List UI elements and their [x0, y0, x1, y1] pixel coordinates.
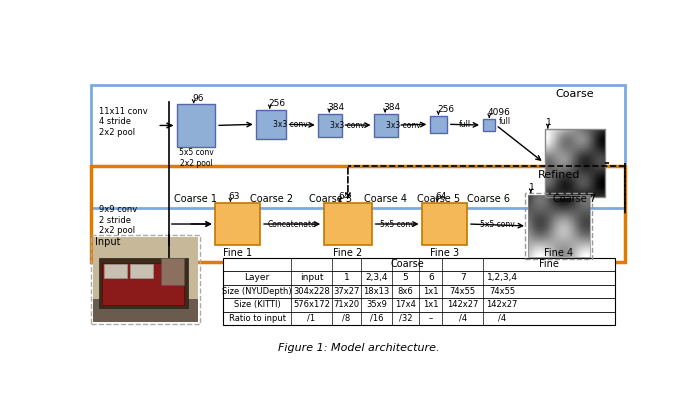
- Text: Coarse 4: Coarse 4: [365, 195, 407, 204]
- Text: Coarse 3: Coarse 3: [309, 195, 351, 204]
- Text: 3x3 conv: 3x3 conv: [330, 120, 365, 129]
- Text: 384: 384: [328, 103, 345, 112]
- Bar: [93, 237, 198, 322]
- Text: 576x172: 576x172: [293, 300, 330, 309]
- Text: 1: 1: [344, 274, 349, 282]
- Text: Coarse 6: Coarse 6: [468, 195, 510, 204]
- Text: 1x1: 1x1: [423, 300, 439, 309]
- Text: 142x27: 142x27: [447, 300, 478, 309]
- Bar: [92, 235, 200, 324]
- Bar: [483, 119, 495, 131]
- Bar: [430, 116, 447, 133]
- Text: 1: 1: [529, 183, 535, 192]
- Text: 256: 256: [437, 105, 454, 114]
- Text: 256: 256: [268, 99, 286, 108]
- Bar: [526, 193, 592, 259]
- Text: 5x5 conv: 5x5 conv: [480, 219, 515, 228]
- Text: 1: 1: [546, 118, 552, 127]
- Bar: [256, 109, 286, 139]
- Text: –: –: [428, 314, 433, 323]
- Text: 1,2,3,4: 1,2,3,4: [486, 274, 517, 282]
- Text: Layer: Layer: [244, 274, 270, 282]
- Text: Figure 1: Model architecture.: Figure 1: Model architecture.: [278, 344, 440, 353]
- Text: /4: /4: [458, 314, 467, 323]
- Text: 384: 384: [384, 103, 400, 112]
- Bar: [130, 264, 153, 278]
- Text: Input: Input: [95, 238, 120, 247]
- Bar: [93, 299, 198, 322]
- Text: 64: 64: [436, 192, 447, 201]
- Text: Fine 3: Fine 3: [430, 248, 459, 258]
- Bar: [422, 203, 468, 245]
- Text: Coarse: Coarse: [556, 89, 594, 99]
- Text: 9x9 conv
2 stride
2x2 pool: 9x9 conv 2 stride 2x2 pool: [99, 205, 137, 235]
- Bar: [324, 203, 372, 245]
- Text: 4096: 4096: [488, 108, 510, 117]
- Text: 7: 7: [460, 274, 466, 282]
- Text: /8: /8: [342, 314, 351, 323]
- Text: 64: 64: [338, 192, 350, 201]
- Text: 18x13: 18x13: [363, 287, 390, 296]
- Text: Size (KITTI): Size (KITTI): [234, 300, 281, 309]
- Text: Fine: Fine: [539, 259, 559, 269]
- Text: /16: /16: [370, 314, 384, 323]
- Text: Fine 2: Fine 2: [333, 248, 363, 258]
- Text: 74x55: 74x55: [449, 287, 476, 296]
- Text: 8x6: 8x6: [398, 287, 414, 296]
- Text: Fine 4: Fine 4: [544, 248, 573, 258]
- Bar: [223, 258, 615, 325]
- Text: 17x4: 17x4: [395, 300, 416, 309]
- Text: 142x27: 142x27: [486, 300, 518, 309]
- Text: Coarse 2: Coarse 2: [250, 195, 293, 204]
- Text: Coarse 5: Coarse 5: [417, 195, 460, 204]
- Text: 5x5 conv: 5x5 conv: [379, 219, 414, 228]
- Text: /32: /32: [399, 314, 412, 323]
- Text: Concatenate: Concatenate: [267, 219, 316, 228]
- Text: 96: 96: [192, 94, 204, 103]
- Text: Refined: Refined: [538, 170, 580, 180]
- Bar: [92, 85, 624, 208]
- Text: 6: 6: [428, 274, 434, 282]
- Text: Coarse: Coarse: [391, 259, 424, 269]
- Bar: [528, 195, 589, 257]
- Text: 71x20: 71x20: [333, 300, 359, 309]
- Bar: [102, 263, 183, 305]
- Text: 74x55: 74x55: [489, 287, 515, 296]
- Bar: [318, 114, 342, 137]
- Bar: [176, 104, 216, 147]
- Bar: [161, 258, 184, 285]
- Text: full: full: [499, 117, 511, 126]
- Text: Ratio to input: Ratio to input: [229, 314, 286, 323]
- Text: 5x5 conv
2x2 pool: 5x5 conv 2x2 pool: [178, 148, 214, 168]
- Text: 1x1: 1x1: [423, 287, 439, 296]
- Bar: [374, 114, 398, 137]
- Bar: [104, 264, 127, 278]
- Text: Size (NYUDepth): Size (NYUDepth): [223, 287, 292, 296]
- Bar: [545, 129, 606, 197]
- Text: 11x11 conv
4 stride
2x2 pool: 11x11 conv 4 stride 2x2 pool: [99, 107, 148, 136]
- Bar: [216, 203, 260, 245]
- Text: full: full: [459, 120, 471, 129]
- Text: input: input: [300, 274, 323, 282]
- Text: 3x3 conv: 3x3 conv: [273, 120, 307, 129]
- Text: Coarse 1: Coarse 1: [174, 195, 218, 204]
- Text: 37x27: 37x27: [333, 287, 360, 296]
- Text: 304x228: 304x228: [293, 287, 330, 296]
- Text: Coarse 7: Coarse 7: [554, 195, 596, 204]
- Text: 5: 5: [402, 274, 409, 282]
- Text: Fine 1: Fine 1: [223, 248, 253, 258]
- Text: 2,3,4: 2,3,4: [365, 274, 388, 282]
- Bar: [99, 258, 188, 309]
- Text: /1: /1: [307, 314, 316, 323]
- Bar: [92, 166, 624, 262]
- Text: 35x9: 35x9: [366, 300, 387, 309]
- Text: /4: /4: [498, 314, 506, 323]
- Text: 63: 63: [229, 192, 240, 201]
- Text: 3x3 conv: 3x3 conv: [386, 120, 421, 129]
